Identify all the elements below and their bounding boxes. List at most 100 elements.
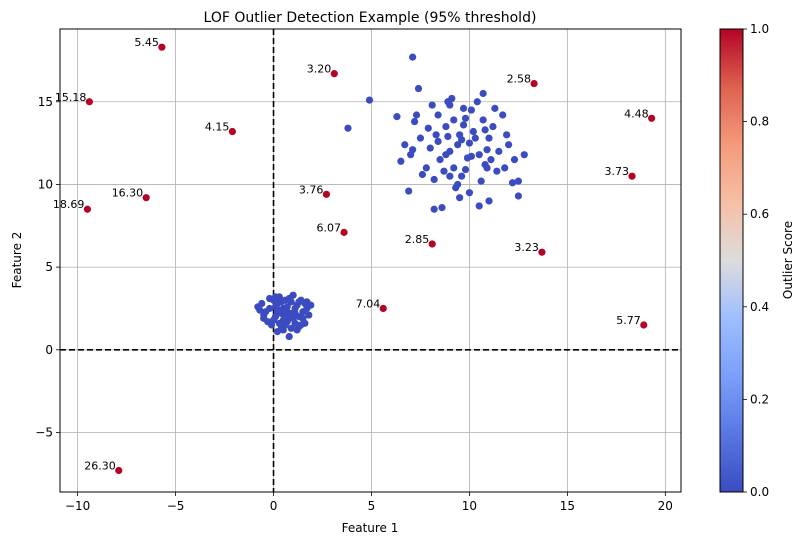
y-tick-label: −5	[35, 425, 53, 439]
inlier-point	[285, 332, 293, 341]
x-tick-label: 15	[560, 499, 575, 513]
inlier-point	[479, 89, 487, 98]
inlier-point	[465, 139, 474, 147]
inlier-point	[365, 96, 374, 104]
inlier-point	[434, 137, 442, 146]
inlier-points	[254, 53, 528, 341]
inlier-point	[475, 151, 483, 159]
outlier-score-label: 26.30	[84, 460, 116, 473]
plot-frame	[59, 28, 682, 493]
inlier-point	[444, 98, 452, 106]
inlier-point	[291, 304, 299, 313]
inlier-point	[409, 53, 417, 61]
outlier-point	[530, 79, 538, 88]
outlier-score-label: 6.07	[317, 221, 342, 234]
inlier-point	[520, 151, 528, 159]
inlier-point	[483, 164, 491, 172]
inlier-point	[510, 156, 519, 164]
y-tick-label: 5	[45, 260, 53, 274]
inlier-point	[450, 164, 458, 172]
inlier-point	[440, 167, 448, 175]
inlier-point	[469, 127, 477, 136]
inlier-point	[461, 114, 470, 122]
inlier-point	[305, 311, 313, 319]
inlier-point	[287, 324, 295, 332]
inlier-point	[514, 177, 523, 185]
outlier-point	[330, 70, 338, 78]
inlier-point	[405, 187, 413, 195]
inlier-point	[344, 124, 352, 132]
colorbar-tick-label: 1.0	[750, 22, 769, 36]
y-tick-label: 15	[38, 95, 53, 109]
inlier-point	[418, 170, 427, 179]
outlier-point	[142, 194, 150, 202]
inlier-point	[393, 113, 401, 121]
inlier-point	[491, 104, 499, 112]
inlier-point	[456, 194, 464, 202]
outlier-point	[228, 127, 236, 136]
inlier-point	[454, 141, 462, 149]
inlier-point	[303, 298, 311, 306]
inlier-point	[409, 146, 417, 154]
outlier-point	[322, 190, 331, 198]
outlier-points: 5.45 3.20 2.58 15.18 4.15 4.48 3.73 16.30 3.76 18…	[53, 36, 656, 475]
y-tick-label: 10	[38, 177, 53, 191]
colorbar-tick-label: 0.2	[750, 392, 769, 406]
inlier-point	[424, 124, 432, 132]
x-tick-label: −5	[167, 499, 185, 513]
inlier-point	[457, 136, 466, 144]
inlier-point	[301, 319, 309, 327]
inlier-point	[436, 156, 444, 164]
inlier-point	[489, 122, 497, 131]
x-tick-label: 20	[658, 499, 673, 513]
colorbar-label: Outlier Score	[781, 221, 795, 299]
inlier-point	[297, 296, 305, 304]
inlier-point	[461, 165, 470, 174]
inlier-point	[479, 116, 487, 124]
outlier-score-label: 3.23	[514, 241, 539, 254]
inlier-point	[457, 172, 466, 180]
outlier-score-label: 15.18	[55, 91, 87, 104]
inlier-point	[471, 134, 479, 142]
inlier-point	[493, 167, 501, 175]
colorbar-gradient	[719, 28, 744, 493]
inlier-point	[442, 122, 450, 131]
inlier-point	[446, 172, 454, 180]
inlier-point	[281, 321, 289, 329]
chart-title: LOF Outlier Detection Example (95% thres…	[204, 10, 537, 26]
colorbar-tick-label: 0.6	[750, 207, 769, 221]
outlier-point	[379, 304, 387, 313]
inlier-point	[416, 134, 425, 142]
outlier-point	[158, 43, 166, 51]
x-axis-label: Feature 1	[342, 521, 399, 535]
inlier-point	[505, 141, 513, 149]
colorbar-ticks: 0.0 0.2 0.4 0.6 0.8 1.0	[743, 22, 769, 499]
outlier-score-label: 2.85	[405, 233, 430, 246]
inlier-point	[483, 146, 491, 154]
inlier-point	[410, 118, 419, 126]
outlier-point	[538, 248, 546, 256]
inlier-point	[485, 134, 493, 142]
outlier-point	[640, 321, 648, 329]
outlier-score-label: 4.48	[624, 107, 649, 120]
inlier-point	[432, 131, 440, 139]
outlier-score-label: 16.30	[112, 187, 144, 200]
outlier-score-label: 5.77	[616, 314, 641, 327]
outlier-point	[628, 172, 636, 180]
inlier-point	[434, 111, 442, 119]
inlier-point	[289, 291, 297, 299]
inlier-point	[508, 179, 517, 187]
inlier-point	[412, 111, 421, 119]
inlier-point	[260, 314, 268, 322]
colorbar-tick-label: 0.8	[750, 115, 769, 129]
x-tick-label: 10	[462, 499, 477, 513]
inlier-point	[430, 205, 438, 213]
outlier-score-label: 3.73	[605, 165, 630, 178]
x-tick-label: −10	[65, 499, 90, 513]
inlier-point	[428, 101, 436, 109]
inlier-point	[283, 308, 291, 316]
outlier-score-label: 4.15	[205, 121, 230, 134]
inlier-point	[503, 131, 511, 139]
inlier-point	[454, 180, 462, 189]
